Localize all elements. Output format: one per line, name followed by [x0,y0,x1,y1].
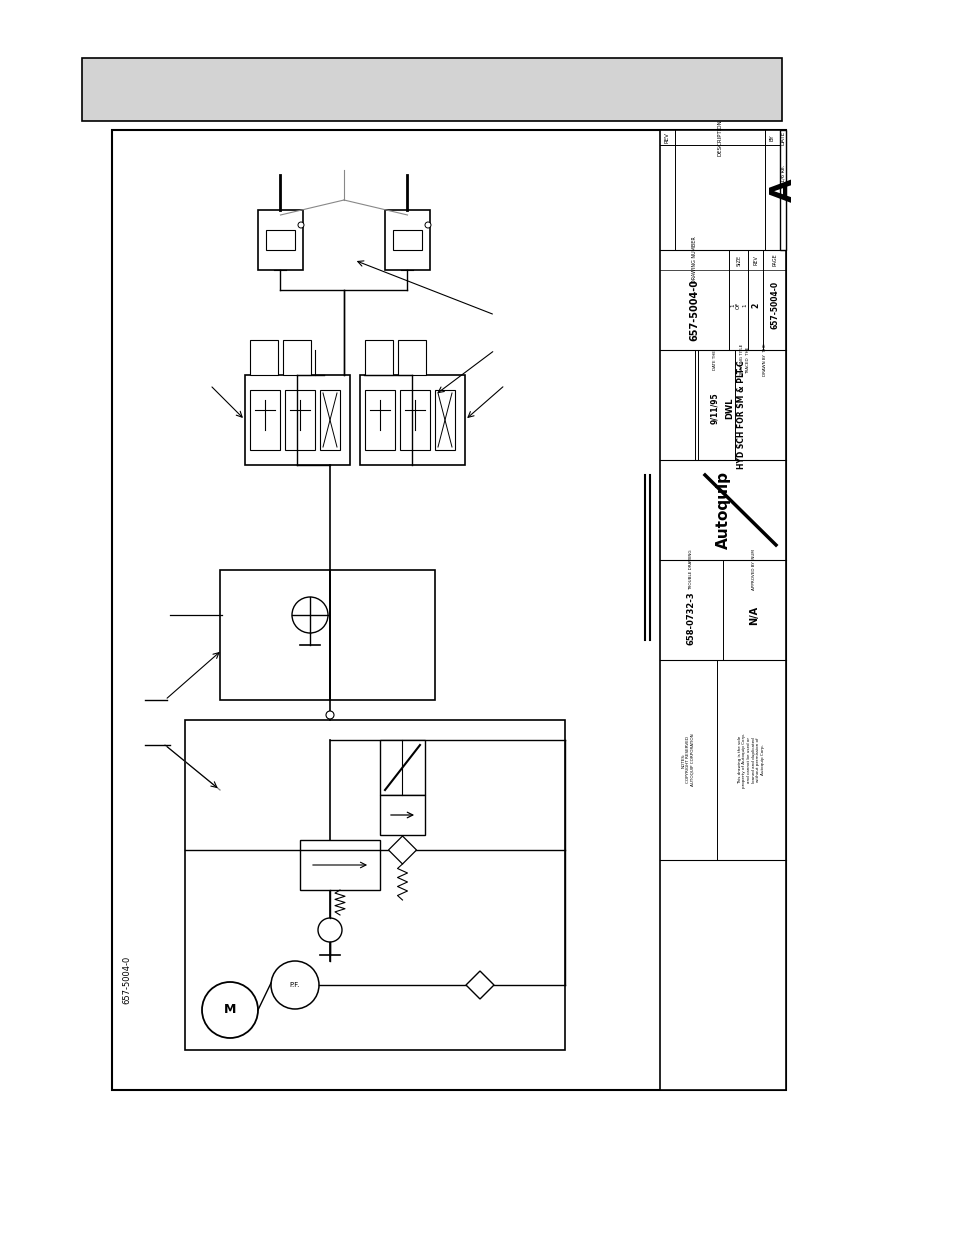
Text: A: A [768,178,797,201]
Bar [250,340,277,375]
Circle shape [424,222,431,228]
Text: BY: BY [769,135,774,141]
Bar [393,230,421,249]
Bar [399,390,430,450]
Text: HYD SCH FOR SM & PLT-C: HYD SCH FOR SM & PLT-C [737,361,745,469]
Text: 9/11/95: 9/11/95 [710,393,719,424]
Text: DWL: DWL [724,398,734,419]
Polygon shape [465,971,494,999]
Bar [257,210,303,270]
Text: DRAWING TITLE: DRAWING TITLE [740,343,743,377]
Bar [285,390,314,450]
Bar [299,840,379,890]
Text: 1
OF
1: 1 OF 1 [730,301,746,309]
Bar [397,340,426,375]
Bar [385,210,430,270]
Text: M: M [224,1004,236,1016]
Bar [435,390,455,450]
Text: TRACED  THE: TRACED THE [745,346,749,374]
Bar [379,740,424,795]
Bar [379,795,424,835]
Text: DATE: DATE [780,131,784,144]
Text: NOTES:
COPYRIGHT RESERVED
AUTOQUIP CORPORATION: NOTES: COPYRIGHT RESERVED AUTOQUIP CORPO… [681,734,694,787]
Bar [250,390,280,450]
Bar [359,375,464,466]
Polygon shape [388,836,416,864]
Text: N/A: N/A [749,605,759,625]
Text: 657-5004-0: 657-5004-0 [689,279,699,341]
Text: TROUBLE DRAWING: TROUBLE DRAWING [689,550,693,590]
Circle shape [292,597,328,634]
Bar [266,230,294,249]
Circle shape [297,222,304,228]
Text: PAGE: PAGE [771,253,777,267]
Text: APPROVED BY  NUM: APPROVED BY NUM [752,550,756,590]
Text: DATE THE: DATE THE [712,350,717,370]
Text: DRAWING NUMBER: DRAWING NUMBER [692,237,697,283]
Text: 658-0732-3: 658-0732-3 [686,592,696,645]
Text: SIZE: SIZE [736,254,740,266]
Text: DESCRIPTION: DESCRIPTION [717,119,721,156]
Text: This drawing is the sole
property of Autoquip Corp.
and cannot be used or
loaned: This drawing is the sole property of Aut… [737,732,764,788]
Text: REV: REV [753,256,758,266]
Bar [112,130,785,1091]
Text: 11/6 Re.: 11/6 Re. [780,165,784,185]
Circle shape [317,918,341,942]
Bar [283,340,311,375]
Bar [245,375,350,466]
Text: Autoquip: Autoquip [715,471,730,550]
Text: 2: 2 [750,303,760,308]
Text: DRAWN BY  THE: DRAWN BY THE [761,343,766,377]
Text: 657-5004-0: 657-5004-0 [122,956,132,1004]
Bar [319,390,339,450]
Bar [365,340,393,375]
Bar [780,130,785,249]
Bar [659,130,785,1091]
Text: 657-5004-0: 657-5004-0 [769,280,779,329]
Text: REV: REV [664,132,669,143]
Bar [185,720,564,1050]
Text: P.F.: P.F. [290,982,300,988]
Circle shape [202,982,257,1037]
Bar [220,571,435,700]
Circle shape [271,961,318,1009]
Bar [365,390,395,450]
Bar [82,58,781,121]
Circle shape [326,711,334,719]
